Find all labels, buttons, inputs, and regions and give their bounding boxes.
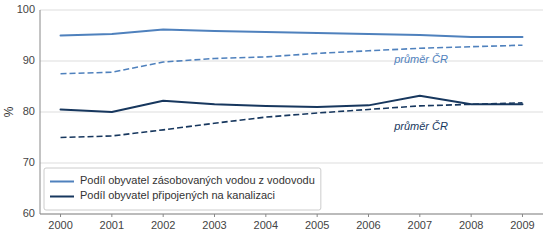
grid-line	[40, 61, 543, 62]
x-tick-label: 2005	[305, 219, 329, 231]
x-tick-label: 2003	[202, 219, 226, 231]
legend-swatch	[50, 196, 74, 198]
x-tick-label: 2000	[48, 219, 72, 231]
y-tick-label: 60	[23, 207, 35, 219]
y-axis	[40, 10, 41, 214]
x-tick-label: 2006	[356, 219, 380, 231]
dashed-line	[61, 45, 523, 74]
x-axis	[40, 214, 543, 215]
x-tick-label: 2004	[254, 219, 278, 231]
x-tick-label: 2001	[100, 219, 124, 231]
line	[61, 96, 523, 112]
legend-label: Podíl obyvatel zásobovaných vodou z vodo…	[80, 174, 315, 186]
dashed-line	[61, 103, 523, 138]
x-tick-label: 2002	[151, 219, 175, 231]
y-tick-label: 80	[23, 105, 35, 117]
chart: 60 70 80 90 100 2000 2001 2002 2003 2004 2005 2006 2…	[0, 0, 553, 238]
annotation: průměr ČR	[393, 120, 448, 132]
y-tick-label: 90	[23, 54, 35, 66]
x-tick-label: 2008	[459, 219, 483, 231]
annotation: průměr ČR	[393, 53, 448, 65]
legend-swatch	[50, 181, 74, 183]
plot-area	[61, 29, 523, 137]
grid-line	[40, 214, 543, 215]
y-tick-label: 70	[23, 156, 35, 168]
x-tick-label: 2009	[510, 219, 534, 231]
line	[61, 29, 523, 37]
y-tick-label: 100	[17, 3, 35, 15]
legend: Podíl obyvatel zásobovaných vodou z vodo…	[44, 168, 321, 210]
x-tick-label: 2007	[408, 219, 432, 231]
grid-line	[40, 10, 543, 11]
y-axis-label: %	[2, 106, 16, 117]
legend-box	[44, 168, 321, 210]
legend-label: Podíl obyvatel připojených na kanalizaci	[80, 189, 275, 201]
grid-line	[40, 163, 543, 164]
